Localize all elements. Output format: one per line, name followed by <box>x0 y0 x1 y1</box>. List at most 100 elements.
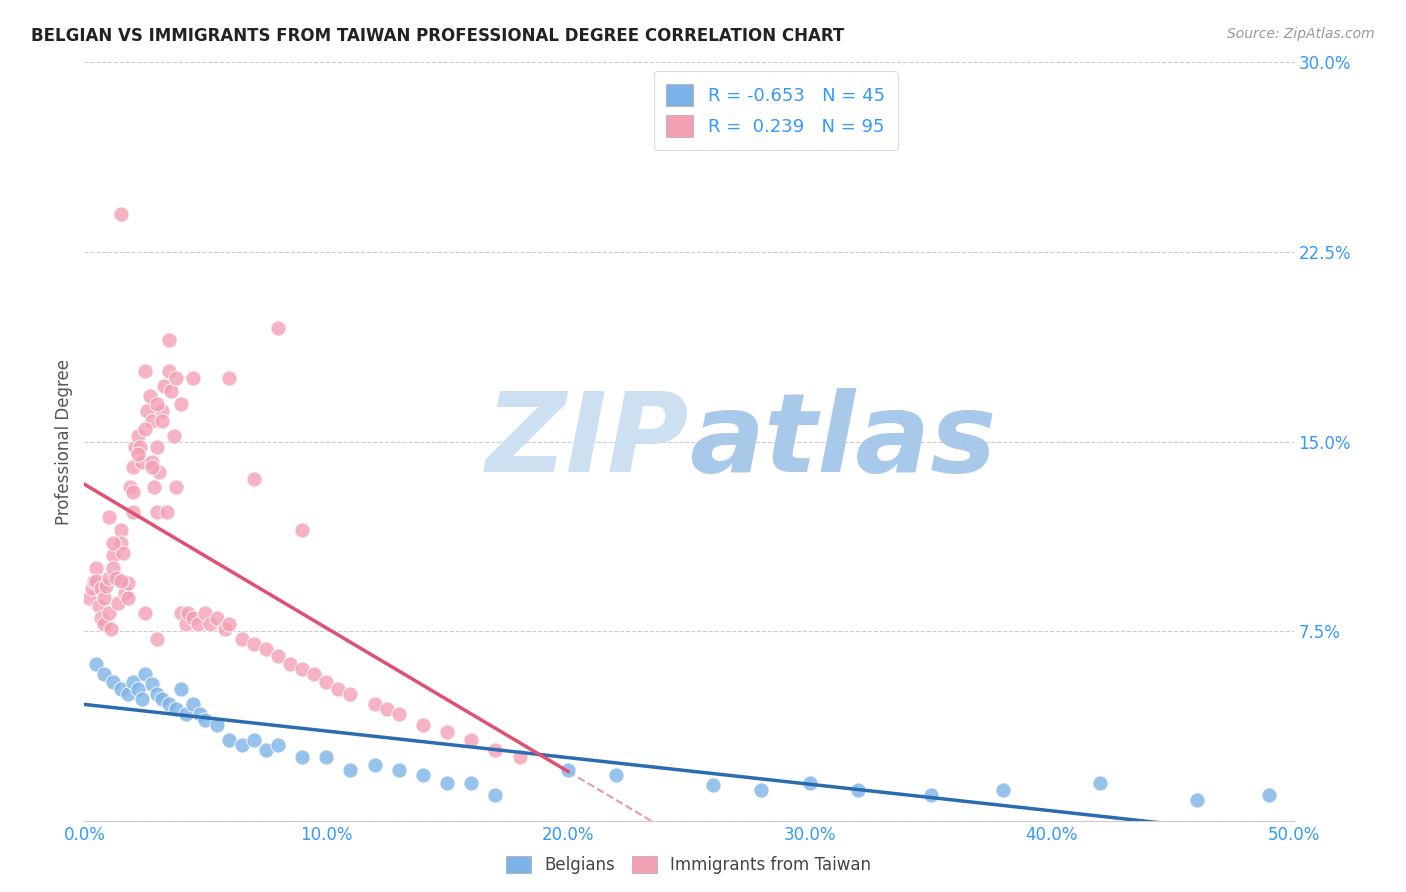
Point <box>605 768 627 782</box>
Point <box>187 616 209 631</box>
Point <box>148 465 170 479</box>
Point <box>174 707 197 722</box>
Text: atlas: atlas <box>689 388 997 495</box>
Point <box>121 485 143 500</box>
Point <box>231 632 253 646</box>
Point <box>436 725 458 739</box>
Point <box>103 561 125 575</box>
Point <box>146 687 169 701</box>
Point <box>460 732 482 747</box>
Point <box>177 607 200 621</box>
Point <box>920 789 942 803</box>
Point <box>799 776 821 790</box>
Point <box>363 698 385 712</box>
Point <box>129 440 152 454</box>
Point <box>1185 793 1208 807</box>
Point <box>100 622 122 636</box>
Point <box>254 641 277 656</box>
Point <box>412 717 434 731</box>
Text: BELGIAN VS IMMIGRANTS FROM TAIWAN PROFESSIONAL DEGREE CORRELATION CHART: BELGIAN VS IMMIGRANTS FROM TAIWAN PROFES… <box>31 27 844 45</box>
Point <box>165 371 187 385</box>
Point <box>1088 776 1111 790</box>
Point <box>163 429 186 443</box>
Point <box>141 414 163 428</box>
Point <box>110 574 132 588</box>
Point <box>254 743 277 757</box>
Point <box>157 334 180 348</box>
Point <box>146 505 169 519</box>
Point <box>242 473 264 487</box>
Point <box>291 750 314 764</box>
Point <box>157 698 180 712</box>
Point <box>77 591 100 606</box>
Point <box>194 607 217 621</box>
Point <box>1258 789 1281 803</box>
Point <box>97 607 120 621</box>
Text: ZIP: ZIP <box>485 388 689 495</box>
Point <box>134 422 156 436</box>
Point <box>80 581 103 595</box>
Point <box>146 632 169 646</box>
Point <box>231 738 253 752</box>
Point <box>207 717 229 731</box>
Point <box>110 535 132 549</box>
Point <box>291 523 314 537</box>
Point <box>127 682 149 697</box>
Point <box>218 732 240 747</box>
Point <box>141 455 163 469</box>
Point <box>170 396 193 410</box>
Point <box>141 677 163 691</box>
Point <box>121 459 143 474</box>
Point <box>131 692 153 706</box>
Point <box>90 581 112 595</box>
Point <box>218 616 240 631</box>
Point <box>143 480 166 494</box>
Point <box>155 505 177 519</box>
Point <box>315 750 337 764</box>
Point <box>93 616 115 631</box>
Point <box>110 682 132 697</box>
Point <box>136 404 159 418</box>
Point <box>291 662 314 676</box>
Point <box>165 480 187 494</box>
Point <box>83 574 105 588</box>
Point <box>388 763 411 777</box>
Point <box>267 649 290 664</box>
Point <box>90 611 112 625</box>
Point <box>86 574 108 588</box>
Point <box>267 738 290 752</box>
Point <box>121 674 143 689</box>
Point <box>87 599 110 613</box>
Point <box>86 657 108 671</box>
Point <box>150 414 173 428</box>
Point <box>150 692 173 706</box>
Point <box>181 698 204 712</box>
Point <box>198 616 221 631</box>
Point <box>93 667 115 681</box>
Point <box>328 682 350 697</box>
Point <box>146 396 169 410</box>
Point <box>363 758 385 772</box>
Point <box>174 616 197 631</box>
Point <box>278 657 301 671</box>
Point <box>339 763 361 777</box>
Point <box>315 674 337 689</box>
Point <box>460 776 482 790</box>
Point <box>112 546 135 560</box>
Point <box>339 687 361 701</box>
Point <box>114 586 136 600</box>
Point <box>207 611 229 625</box>
Point <box>509 750 531 764</box>
Point <box>93 591 115 606</box>
Point <box>388 707 411 722</box>
Point <box>214 622 236 636</box>
Point <box>190 707 212 722</box>
Point <box>153 379 176 393</box>
Point <box>107 596 129 610</box>
Point <box>104 571 127 585</box>
Point <box>702 778 724 792</box>
Point <box>103 674 125 689</box>
Point <box>97 571 120 585</box>
Point <box>412 768 434 782</box>
Point <box>117 591 139 606</box>
